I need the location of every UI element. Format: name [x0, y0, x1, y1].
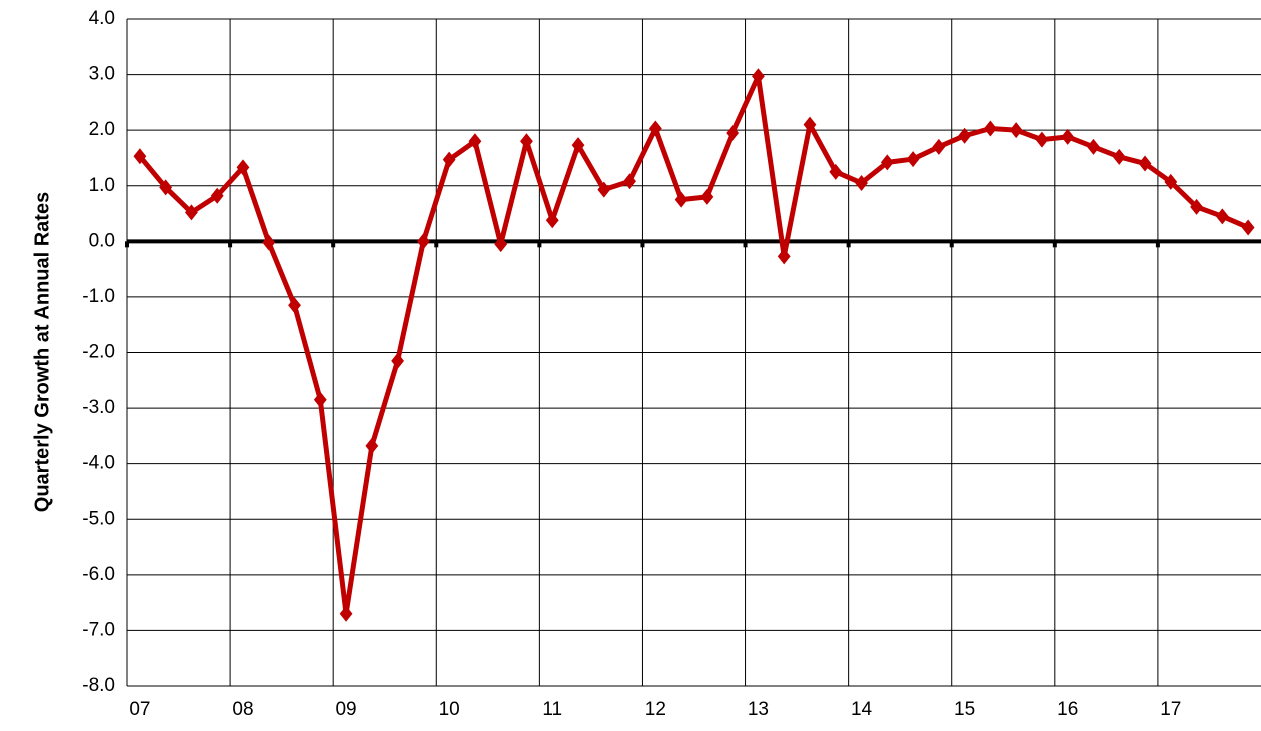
marker — [932, 138, 946, 155]
marker — [210, 187, 224, 204]
marker — [726, 124, 740, 141]
y-tick-label: 1.0 — [89, 175, 115, 196]
y-tick-label: -2.0 — [82, 342, 115, 363]
marker — [752, 68, 765, 85]
y-tick-label: -3.0 — [82, 397, 115, 418]
marker — [494, 236, 508, 253]
marker — [597, 181, 611, 198]
y-tick-label: -4.0 — [82, 453, 115, 474]
y-axis-label: Quarterly Growth at Annual Rates — [31, 192, 53, 512]
x-tick-label: 16 — [1057, 699, 1078, 720]
marker — [777, 248, 791, 265]
zero-tick — [537, 241, 542, 248]
marker — [442, 151, 456, 168]
x-tick-label: 10 — [439, 699, 460, 720]
y-tick-label: 3.0 — [89, 64, 115, 85]
zero-tick — [228, 241, 233, 248]
marker — [623, 173, 636, 190]
zero-tick — [434, 241, 439, 248]
zero-tick — [1155, 241, 1160, 248]
marker — [391, 352, 405, 369]
marker — [288, 297, 301, 314]
x-tick-label: 07 — [129, 699, 150, 720]
zero-tick — [846, 241, 851, 248]
marker — [674, 191, 688, 208]
marker — [313, 391, 327, 408]
x-tick-label: 13 — [748, 699, 769, 720]
marker — [520, 133, 533, 150]
marker — [880, 154, 894, 171]
marker — [468, 133, 482, 150]
marker — [1035, 131, 1049, 148]
y-tick-label: -5.0 — [82, 508, 115, 529]
line — [137, 73, 1250, 617]
y-tick-label: -1.0 — [82, 286, 115, 307]
y-tick-label: 2.0 — [89, 119, 115, 140]
y-tick-label: 4.0 — [89, 8, 115, 29]
zero-tick — [331, 241, 336, 248]
x-tick-label: 11 — [542, 699, 562, 720]
zero-tick — [743, 241, 748, 248]
marker — [1241, 219, 1255, 236]
marker — [906, 151, 920, 168]
marker — [1087, 138, 1100, 155]
marker — [1215, 208, 1229, 225]
x-tick-label: 17 — [1160, 699, 1181, 720]
marker — [236, 159, 250, 176]
marker — [1190, 198, 1203, 215]
zero-tick — [949, 241, 954, 248]
marker — [159, 179, 173, 196]
marker — [365, 437, 379, 454]
x-tick-label: 14 — [851, 699, 873, 720]
x-tick-label: 08 — [232, 699, 253, 720]
marker — [1009, 122, 1023, 139]
marker — [983, 120, 997, 137]
marker — [855, 174, 868, 191]
x-tick-label: 09 — [335, 699, 356, 720]
marker — [829, 163, 843, 180]
marker — [339, 605, 353, 622]
marker — [185, 204, 198, 221]
marker — [571, 137, 585, 154]
marker — [262, 234, 276, 251]
y-tick-label: 0.0 — [89, 230, 115, 251]
marker — [648, 120, 662, 137]
zero-tick — [125, 241, 129, 248]
zero-tick — [640, 241, 645, 248]
marker — [803, 116, 817, 133]
x-tick-label: 12 — [645, 699, 666, 720]
marker — [1112, 148, 1126, 165]
y-tick-label: -6.0 — [82, 564, 115, 585]
marker — [1061, 128, 1075, 145]
marker — [133, 148, 147, 165]
y-tick-label: -7.0 — [82, 619, 115, 640]
marker — [700, 188, 714, 205]
y-tick-label: -8.0 — [82, 675, 115, 696]
x-tick-label: 15 — [954, 699, 975, 720]
marker — [416, 233, 430, 250]
zero-tick — [1052, 241, 1057, 248]
marker — [958, 127, 972, 144]
marker — [1164, 173, 1178, 190]
marker — [1138, 155, 1152, 172]
marker — [545, 212, 559, 229]
